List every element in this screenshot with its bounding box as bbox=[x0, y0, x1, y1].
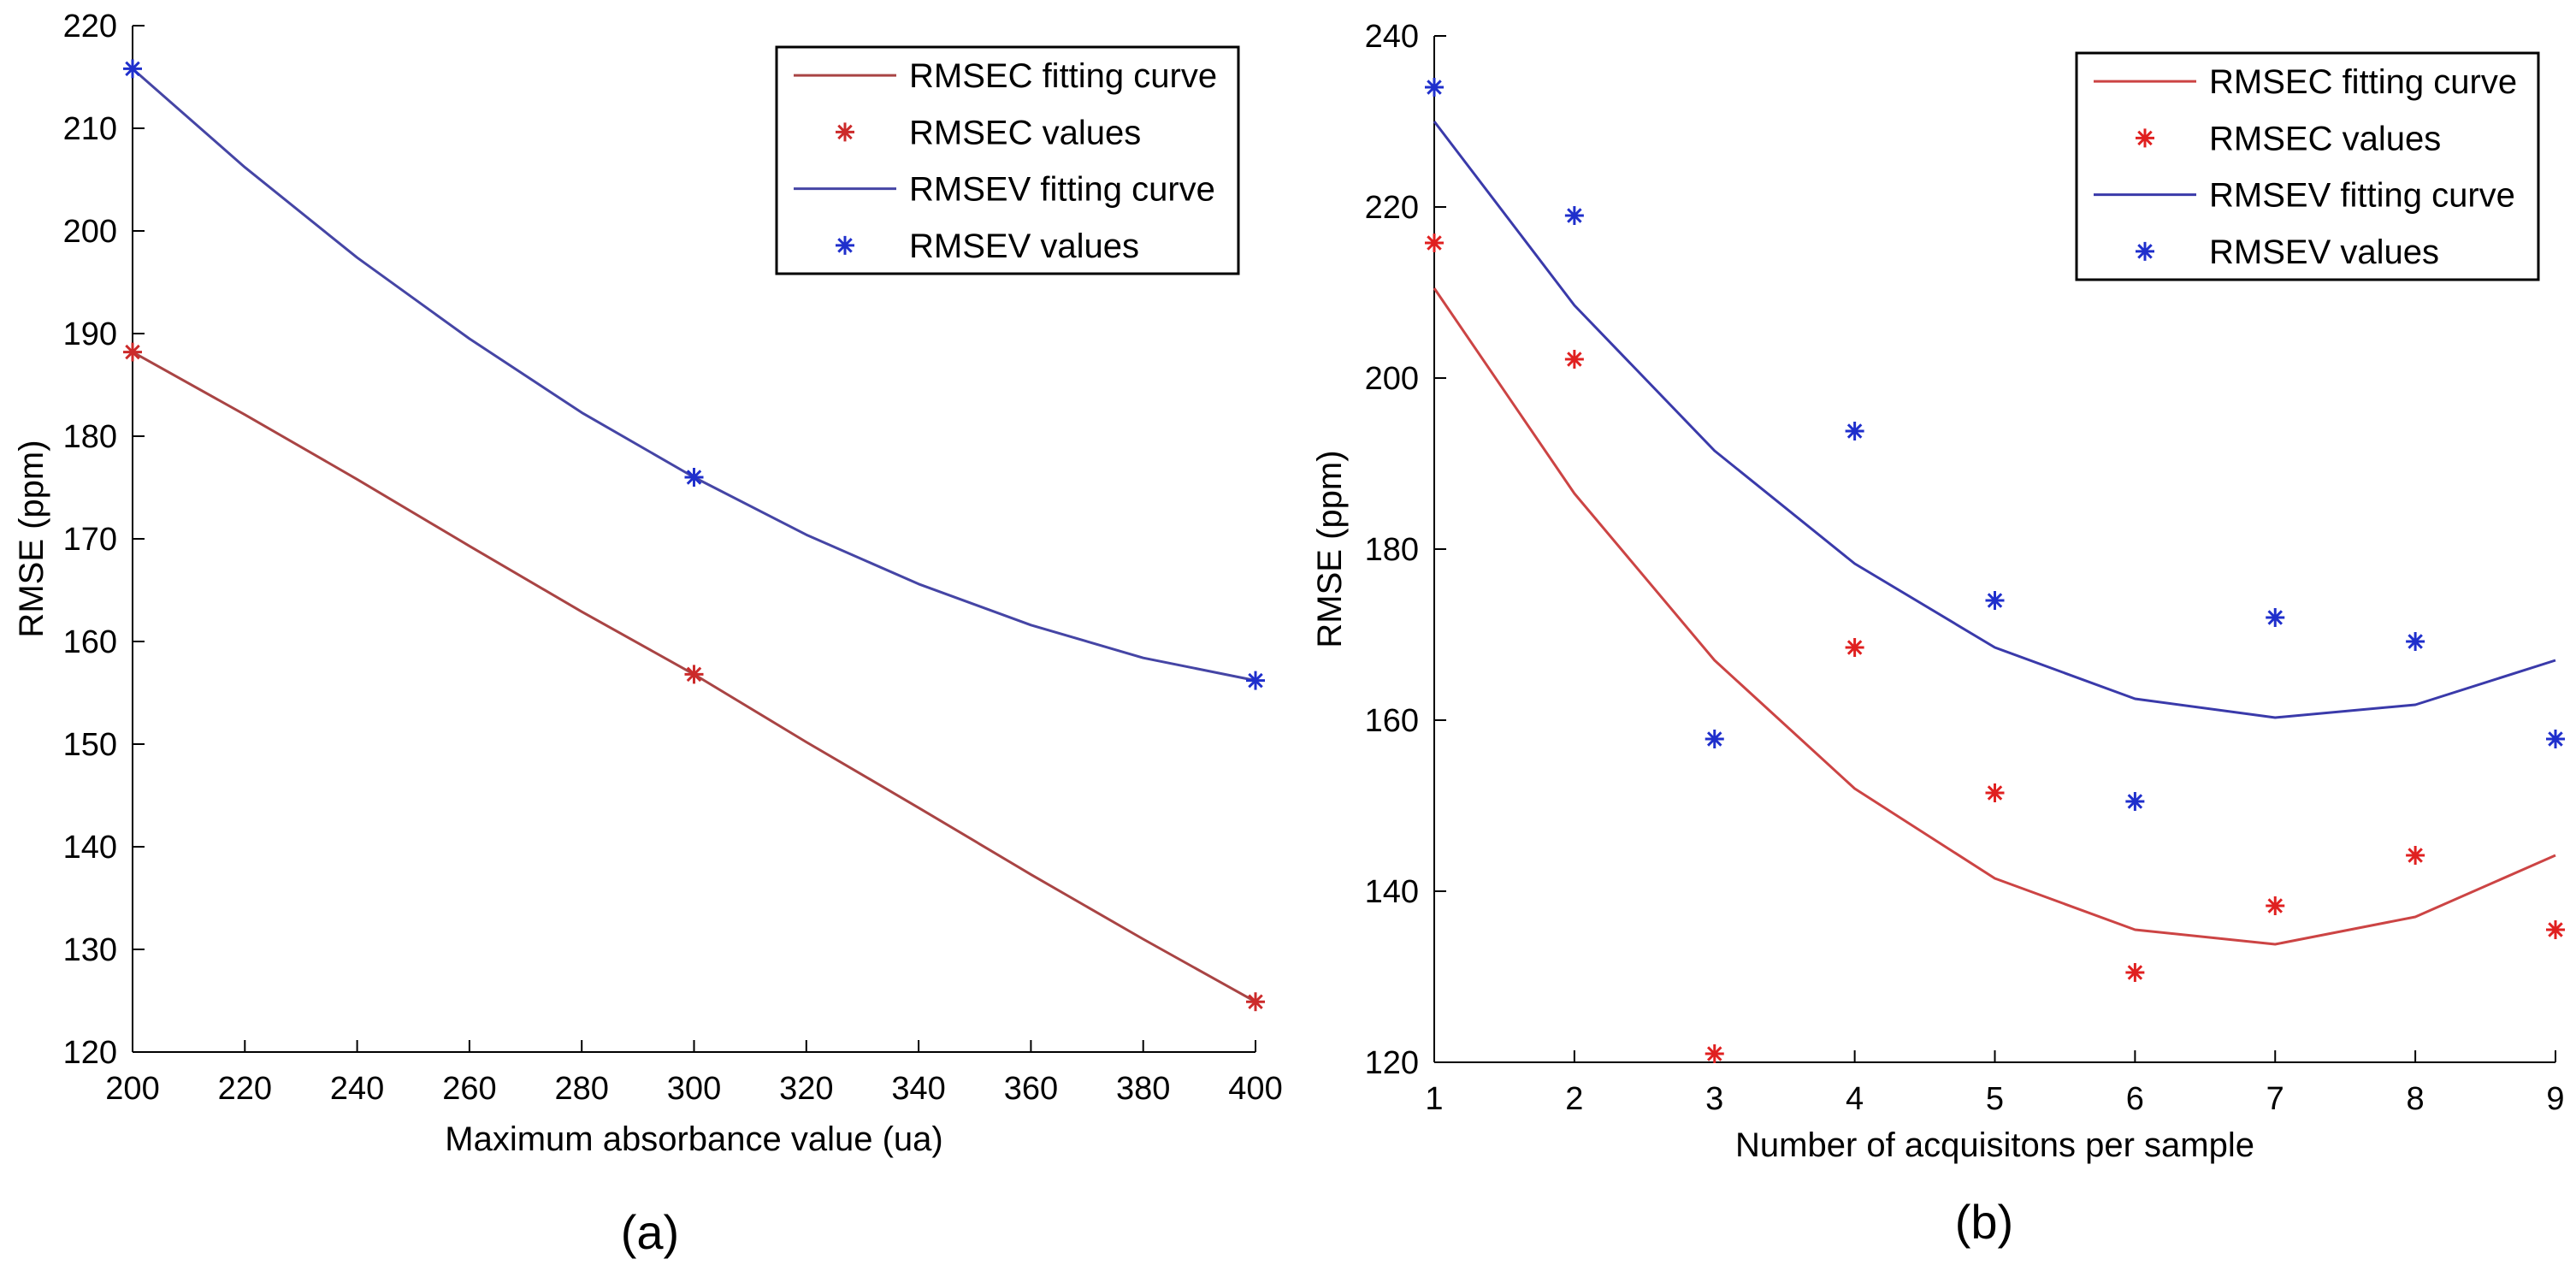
chart-panel-a: 120 130 140 150 160 170 180 190 200 210 220 200 220 2… bbox=[13, 9, 1283, 1259]
x-tick-label: 7 bbox=[2266, 1081, 2284, 1117]
legend-marker-sample bbox=[2136, 241, 2154, 261]
y-tick-label: 160 bbox=[63, 624, 117, 660]
legend-entry-label: RMSEC values bbox=[2209, 120, 2441, 157]
y-tick-label: 220 bbox=[1365, 190, 1419, 226]
chart-panel-b: 120 140 160 180 200 220 240 1 2 3 4 5 6 7 8 9 Number of … bbox=[1311, 19, 2565, 1249]
x-tick-label: 400 bbox=[1228, 1071, 1282, 1107]
data-point-marker bbox=[123, 59, 142, 79]
legend-entry-label: RMSEC fitting curve bbox=[909, 57, 1217, 95]
y-tick-label: 150 bbox=[63, 727, 117, 763]
x-tick-label: 5 bbox=[1986, 1081, 2004, 1117]
data-point-marker bbox=[1985, 783, 2005, 802]
data-point-marker bbox=[123, 342, 142, 362]
data-point-marker bbox=[1564, 206, 1584, 225]
data-point-marker bbox=[2546, 920, 2565, 939]
y-tick-label: 170 bbox=[63, 522, 117, 558]
x-tick-label: 260 bbox=[442, 1071, 496, 1107]
data-point-marker bbox=[2125, 792, 2145, 811]
x-tick-label: 1 bbox=[1425, 1081, 1443, 1117]
x-tick-label: 240 bbox=[330, 1071, 384, 1107]
data-point-marker bbox=[1425, 78, 1444, 97]
y-tick-label: 140 bbox=[1365, 874, 1419, 910]
x-axis-label: Maximum absorbance value (ua) bbox=[445, 1120, 942, 1158]
panel-label: (a) bbox=[621, 1205, 679, 1259]
x-tick-label: 360 bbox=[1004, 1071, 1058, 1107]
data-point-marker bbox=[2266, 608, 2285, 627]
data-point-marker bbox=[2406, 846, 2425, 865]
legend-entry-label: RMSEV values bbox=[2209, 233, 2439, 271]
data-point-marker bbox=[1246, 992, 1265, 1012]
legend-entry-label: RMSEV fitting curve bbox=[2209, 177, 2515, 215]
y-tick-label: 160 bbox=[1365, 703, 1419, 739]
legend-box bbox=[775, 45, 1240, 275]
y-axis-label: RMSE (ppm) bbox=[1311, 450, 1349, 647]
legend-marker-sample bbox=[2136, 128, 2154, 148]
y-tick-label: 220 bbox=[63, 9, 117, 44]
legend-entry-label: RMSEV values bbox=[909, 228, 1139, 265]
y-tick-label: 200 bbox=[63, 214, 117, 250]
data-point-marker bbox=[1564, 350, 1584, 369]
data-point-marker bbox=[2406, 632, 2425, 651]
y-tick-label: 240 bbox=[1365, 19, 1419, 55]
x-tick-label: 380 bbox=[1116, 1071, 1170, 1107]
x-tick-label: 2 bbox=[1565, 1081, 1583, 1117]
data-point-marker bbox=[684, 468, 704, 487]
x-tick-label: 3 bbox=[1705, 1081, 1723, 1117]
x-tick-label: 300 bbox=[667, 1071, 721, 1107]
y-axis-label: RMSE (ppm) bbox=[13, 440, 50, 637]
x-tick-label: 9 bbox=[2546, 1081, 2564, 1117]
data-point-marker bbox=[1705, 730, 1724, 748]
legend-entry-label: RMSEC values bbox=[909, 114, 1141, 151]
y-tick-label: 130 bbox=[63, 932, 117, 968]
data-point-marker bbox=[1985, 591, 2005, 610]
series-line bbox=[1433, 287, 2556, 946]
data-point-marker bbox=[1845, 638, 1864, 657]
legend: RMSEC fitting curve RMSEC values RMSEV fit… bbox=[2075, 51, 2540, 281]
data-point-marker bbox=[1246, 671, 1265, 690]
legend-entry-label: RMSEV fitting curve bbox=[909, 171, 1215, 209]
legend-box bbox=[2075, 51, 2540, 281]
y-tick-label: 210 bbox=[63, 111, 117, 147]
legend-marker-sample bbox=[836, 235, 854, 255]
series-line bbox=[1433, 121, 2556, 719]
y-tick-label: 140 bbox=[63, 830, 117, 866]
data-point-marker bbox=[1425, 233, 1444, 252]
panel-label: (b) bbox=[1955, 1195, 2013, 1249]
legend: RMSEC fitting curve RMSEC values RMSEV fit… bbox=[775, 45, 1240, 275]
x-tick-label: 6 bbox=[2126, 1081, 2144, 1117]
data-point-marker bbox=[2546, 730, 2565, 748]
x-tick-label: 8 bbox=[2407, 1081, 2425, 1117]
legend-marker-sample bbox=[836, 122, 854, 142]
x-axis-label: Number of acquisitons per sample bbox=[1735, 1126, 2254, 1164]
x-tick-label: 340 bbox=[891, 1071, 945, 1107]
y-tick-label: 120 bbox=[1365, 1045, 1419, 1081]
x-tick-label: 280 bbox=[554, 1071, 608, 1107]
data-point-marker bbox=[2266, 896, 2285, 915]
x-tick-label: 4 bbox=[1846, 1081, 1864, 1117]
data-point-marker bbox=[1705, 1044, 1724, 1063]
x-tick-label: 200 bbox=[105, 1071, 159, 1107]
x-tick-label: 220 bbox=[218, 1071, 272, 1107]
y-tick-label: 200 bbox=[1365, 361, 1419, 397]
x-tick-label: 320 bbox=[779, 1071, 833, 1107]
y-tick-label: 120 bbox=[63, 1035, 117, 1071]
data-point-marker bbox=[684, 665, 704, 684]
y-tick-label: 190 bbox=[63, 316, 117, 352]
data-point-marker bbox=[2125, 963, 2145, 982]
y-tick-label: 180 bbox=[63, 419, 117, 455]
legend-entry-label: RMSEC fitting curve bbox=[2209, 63, 2517, 101]
y-tick-label: 180 bbox=[1365, 532, 1419, 568]
data-point-marker bbox=[1845, 422, 1864, 440]
